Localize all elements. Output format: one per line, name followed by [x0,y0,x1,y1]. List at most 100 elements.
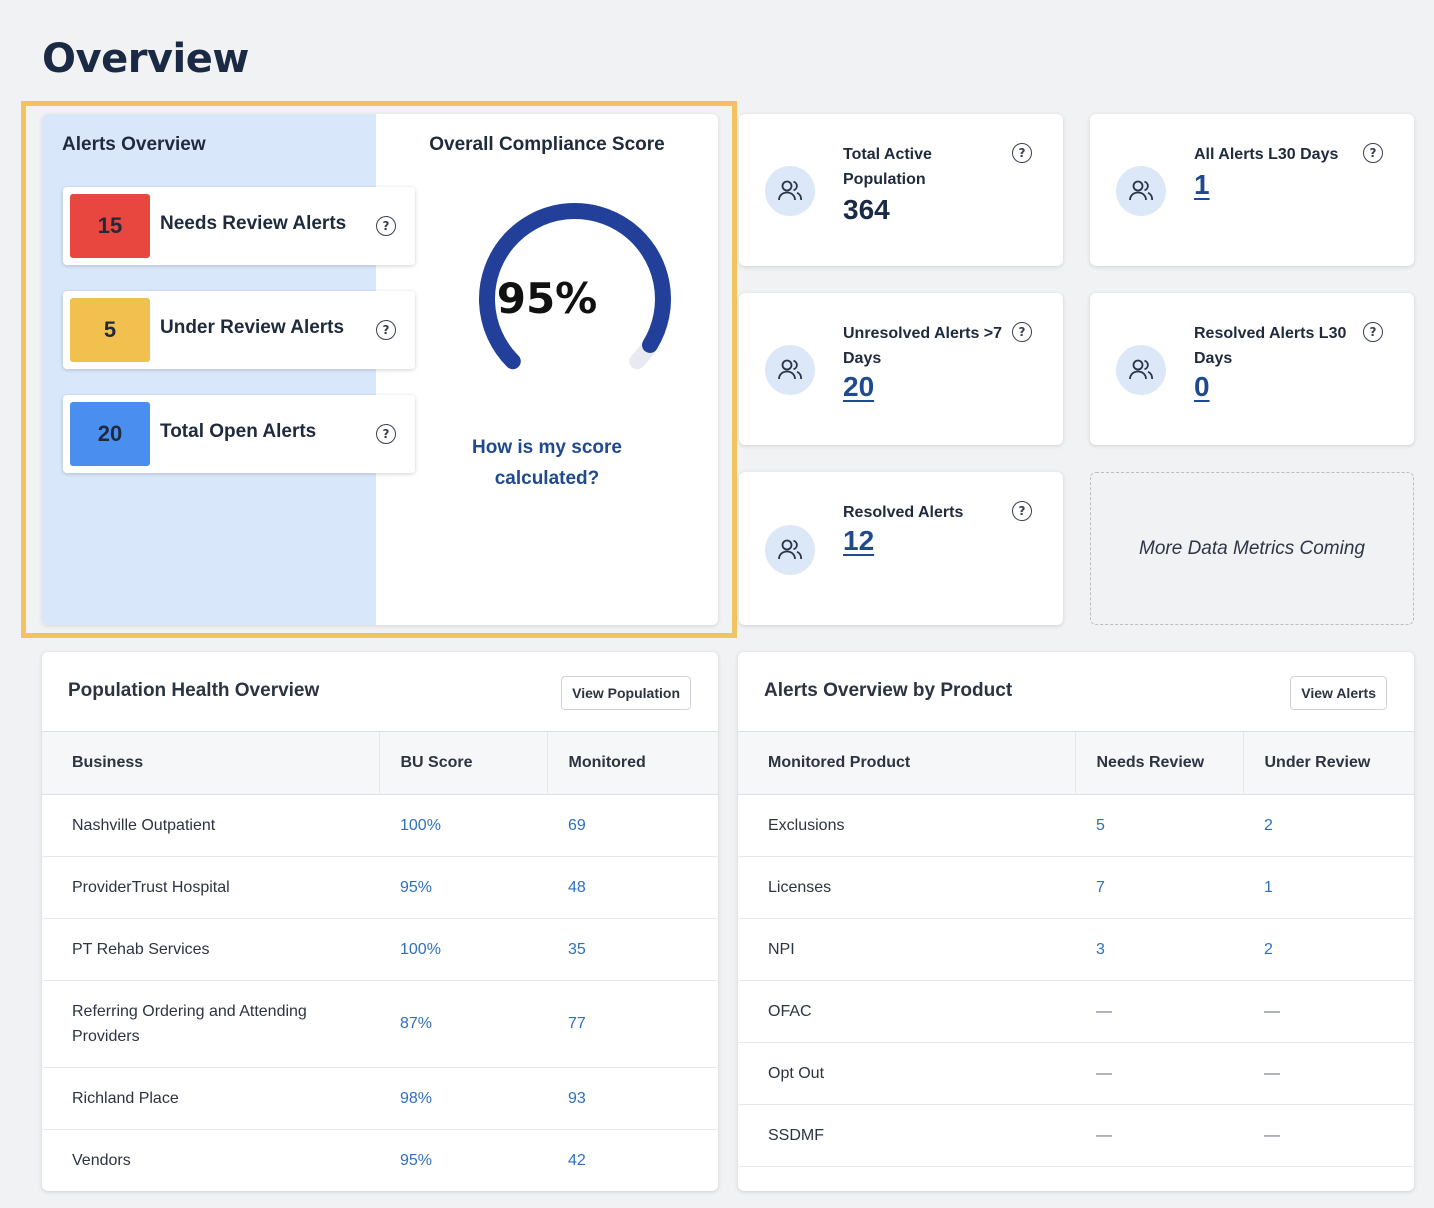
table-row: OFAC — — [738,980,1414,1043]
business-cell: Nashville Outpatient [42,794,379,857]
alert-label: Under Review Alerts [160,317,345,338]
monitored-cell[interactable]: 93 [547,1067,718,1130]
under-review-alerts-tile[interactable]: 5 Under Review Alerts ? [63,291,415,369]
compliance-score-pane: Overall Compliance Score 95% How is my s… [376,114,718,625]
table-row: Vendors 95% 42 [42,1129,718,1191]
population-health-header: Population Health Overview View Populati… [42,652,718,732]
bu-score-cell[interactable]: 100% [379,794,547,857]
score-link-line1: How is my score [472,437,622,458]
table-row: Licenses 7 1 [738,856,1414,919]
help-icon[interactable]: ? [1363,143,1383,163]
help-icon[interactable]: ? [376,424,396,444]
view-population-button[interactable]: View Population [561,676,691,710]
help-icon[interactable]: ? [1012,143,1032,163]
total-open-alerts-tile[interactable]: 20 Total Open Alerts ? [63,395,415,473]
alert-count-badge: 5 [70,298,150,362]
under-review-cell[interactable]: 1 [1243,856,1414,919]
help-icon[interactable]: ? [1363,322,1383,342]
table-row: PT Rehab Services 100% 35 [42,918,718,981]
compliance-score-title: Overall Compliance Score [429,134,665,155]
users-icon [1116,166,1166,216]
table-header-row: Monitored Product Needs Review Under Rev… [738,732,1414,795]
metric-value-link[interactable]: 1 [1194,169,1210,200]
column-header-under-review[interactable]: Under Review [1242,732,1414,795]
needs-review-cell: — [1075,1042,1243,1105]
metric-card-total-active-population: Total Active Population ? 364 [739,114,1063,266]
alerts-overview-pane: Alerts Overview 15 Needs Review Alerts ?… [42,114,415,625]
under-review-cell: — [1243,1104,1414,1167]
score-link-line2: calculated? [494,468,600,489]
products-table: Monitored Product Needs Review Under Rev… [738,732,1414,1167]
column-header-needs-review[interactable]: Needs Review [1074,732,1243,795]
needs-review-cell[interactable]: 7 [1075,856,1243,919]
column-header-monitored[interactable]: Monitored [546,732,718,795]
monitored-cell[interactable]: 42 [547,1129,718,1191]
needs-review-alerts-tile[interactable]: 15 Needs Review Alerts ? [63,187,415,265]
product-cell: OFAC [738,980,1075,1043]
metric-card-resolved-alerts-l30: Resolved Alerts L30 Days ? 0 [1090,293,1414,445]
metric-label: Unresolved Alerts >7 Days [843,325,1003,367]
metric-label: Total Active Population [843,146,932,188]
under-review-cell: — [1243,980,1414,1043]
alerts-by-product-header: Alerts Overview by Product View Alerts [738,652,1414,732]
needs-review-cell: — [1075,980,1243,1043]
business-cell: Vendors [42,1129,379,1191]
metric-label: All Alerts L30 Days [1194,146,1339,163]
bu-score-cell[interactable]: 95% [379,1129,547,1191]
product-cell: NPI [738,918,1075,981]
highlight-frame [21,101,737,638]
compliance-score-value: 95% [496,274,598,323]
table-row: Referring Ordering and Attending Provide… [42,980,718,1068]
help-icon[interactable]: ? [1012,501,1032,521]
under-review-cell[interactable]: 2 [1243,794,1414,857]
product-cell: Opt Out [738,1042,1075,1105]
help-icon[interactable]: ? [376,216,396,236]
bu-score-cell[interactable]: 95% [379,856,547,919]
bu-score-cell[interactable]: 98% [379,1067,547,1130]
view-alerts-button[interactable]: View Alerts [1290,676,1387,710]
metric-value-link[interactable]: 0 [1194,371,1210,402]
table-row: Nashville Outpatient 100% 69 [42,794,718,857]
monitored-cell[interactable]: 69 [547,794,718,857]
compliance-gauge [479,203,671,370]
gauge-fill [479,203,671,370]
metric-value-link[interactable]: 20 [843,371,875,402]
metric-card-unresolved-alerts: Unresolved Alerts >7 Days ? 20 [739,293,1063,445]
column-header-business[interactable]: Business [42,732,379,795]
bu-score-cell[interactable]: 100% [379,918,547,981]
alerts-by-product-card: Alerts Overview by Product View Alerts M… [738,652,1414,1191]
population-health-card: Population Health Overview View Populati… [42,652,718,1191]
metric-value-link[interactable]: 12 [843,525,875,556]
alert-label: Needs Review Alerts [160,213,347,234]
monitored-cell[interactable]: 35 [547,918,718,981]
users-icon [765,345,815,395]
alert-count-badge: 20 [70,402,150,466]
table-row: Opt Out — — [738,1042,1414,1105]
needs-review-cell: — [1075,1104,1243,1167]
monitored-cell[interactable]: 48 [547,856,718,919]
population-health-title: Population Health Overview [68,680,320,701]
population-table: Business BU Score Monitored Nashville Ou… [42,732,718,1191]
monitored-cell[interactable]: 77 [547,980,718,1068]
score-calculation-link[interactable]: How is my score calculated? [376,432,718,494]
under-review-cell[interactable]: 2 [1243,918,1414,981]
metric-label: Resolved Alerts L30 Days [1194,325,1347,367]
column-header-monitored-product[interactable]: Monitored Product [738,732,1075,795]
needs-review-cell[interactable]: 5 [1075,794,1243,857]
users-icon [1116,345,1166,395]
table-row: NPI 3 2 [738,918,1414,981]
alerts-overview-title: Alerts Overview [62,134,206,155]
table-row: Exclusions 5 2 [738,794,1414,857]
help-icon[interactable]: ? [1012,322,1032,342]
table-row: Richland Place 98% 93 [42,1067,718,1130]
bu-score-cell[interactable]: 87% [379,980,547,1068]
column-header-bu-score[interactable]: BU Score [378,732,547,795]
business-cell: PT Rehab Services [42,918,379,981]
under-review-cell: — [1243,1042,1414,1105]
alerts-compliance-card: Alerts Overview 15 Needs Review Alerts ?… [42,114,718,625]
alert-label: Total Open Alerts [160,421,317,442]
table-header-row: Business BU Score Monitored [42,732,718,795]
metric-card-all-alerts-l30: All Alerts L30 Days ? 1 [1090,114,1414,266]
needs-review-cell[interactable]: 3 [1075,918,1243,981]
help-icon[interactable]: ? [376,320,396,340]
